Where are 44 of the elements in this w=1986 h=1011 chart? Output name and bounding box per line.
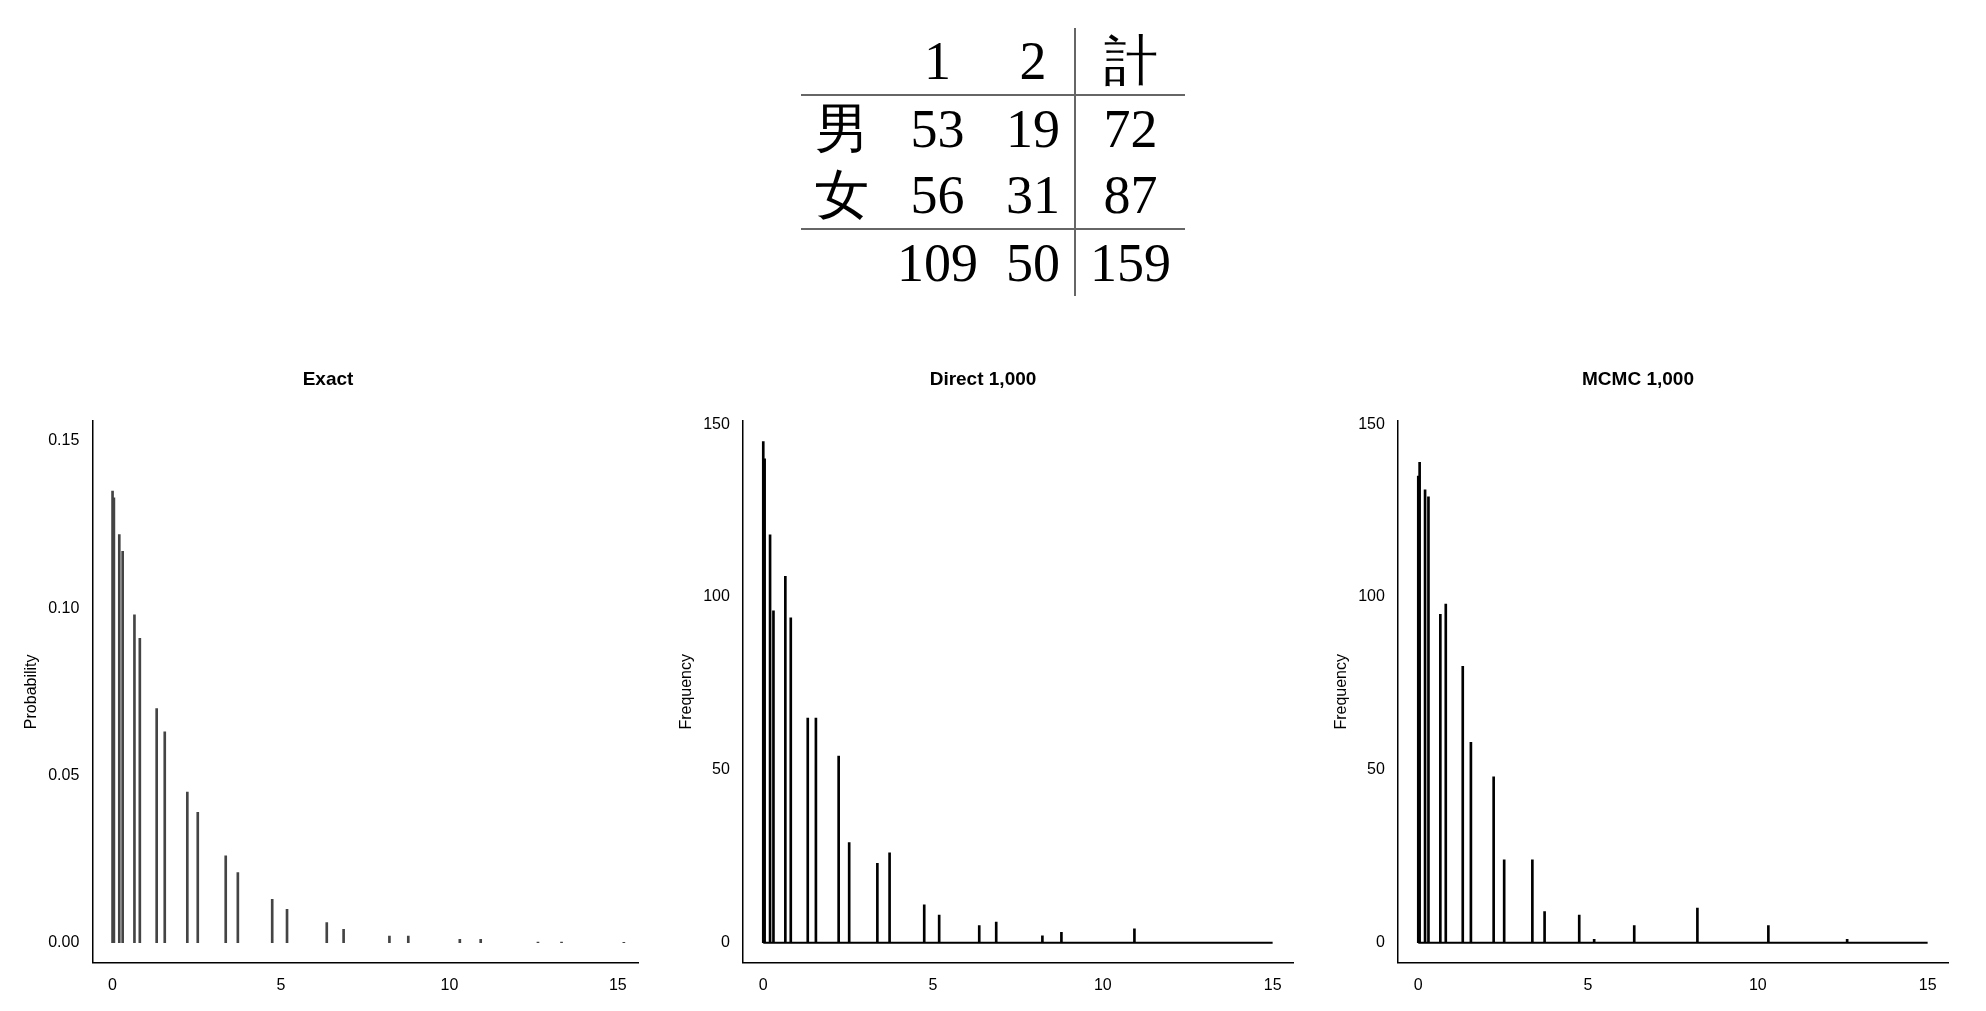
y-axis-title: Frequency <box>1332 654 1350 730</box>
y-tick-label: 男 <box>814 98 870 161</box>
x-tick-label: 5 <box>276 975 286 993</box>
data-label: 53 <box>909 98 966 161</box>
data-label: 31 <box>1005 164 1061 227</box>
x-tick-label: 5 <box>1583 975 1593 993</box>
x-tick-label: 1 <box>923 30 952 93</box>
data-label: 56 <box>909 164 966 227</box>
x-tick-label: 0 <box>1413 975 1423 993</box>
y-tick-label: 150 <box>1358 414 1385 432</box>
y-tick-label: 女 <box>814 164 870 227</box>
x-tick-label: 10 <box>440 975 459 993</box>
y-tick-label: 50 <box>1367 760 1385 778</box>
y-tick-label: 0 <box>1375 933 1385 951</box>
x-tick-label: 5 <box>928 975 938 993</box>
data-label: 159 <box>1075 229 1185 296</box>
data-label: 87 <box>1075 162 1185 229</box>
y-tick-label: 0.10 <box>48 598 80 616</box>
data-label: 109 <box>896 232 979 295</box>
y-tick-label: 100 <box>1358 587 1385 605</box>
chart-title: Direct 1,000 <box>929 367 1037 389</box>
x-tick-label: 計 <box>1075 28 1185 95</box>
y-tick-label: 0 <box>720 933 730 951</box>
y-axis-title: Probability <box>22 654 40 730</box>
chart-title: Exact <box>302 367 355 389</box>
x-tick-label: 15 <box>1263 975 1282 993</box>
data-label: 50 <box>1005 232 1061 295</box>
x-tick-label: 10 <box>1093 975 1112 993</box>
data-label: 19 <box>1005 98 1061 161</box>
y-tick-label: 0.05 <box>48 765 80 783</box>
y-tick-label: 150 <box>703 414 730 432</box>
x-tick-label: 15 <box>1918 975 1937 993</box>
x-tick-label: 10 <box>1748 975 1767 993</box>
x-tick-label: 0 <box>758 975 768 993</box>
chart-title: MCMC 1,000 <box>1582 367 1694 389</box>
y-axis-title: Frequency <box>677 654 695 730</box>
x-tick-label: 0 <box>108 975 118 993</box>
y-tick-label: 0.00 <box>48 933 80 951</box>
x-tick-label: 15 <box>608 975 627 993</box>
x-tick-label: 2 <box>1018 30 1048 93</box>
data-label: 72 <box>1075 95 1185 162</box>
y-tick-label: 50 <box>712 760 730 778</box>
y-tick-label: 0.15 <box>48 431 80 449</box>
y-tick-label: 100 <box>703 587 730 605</box>
